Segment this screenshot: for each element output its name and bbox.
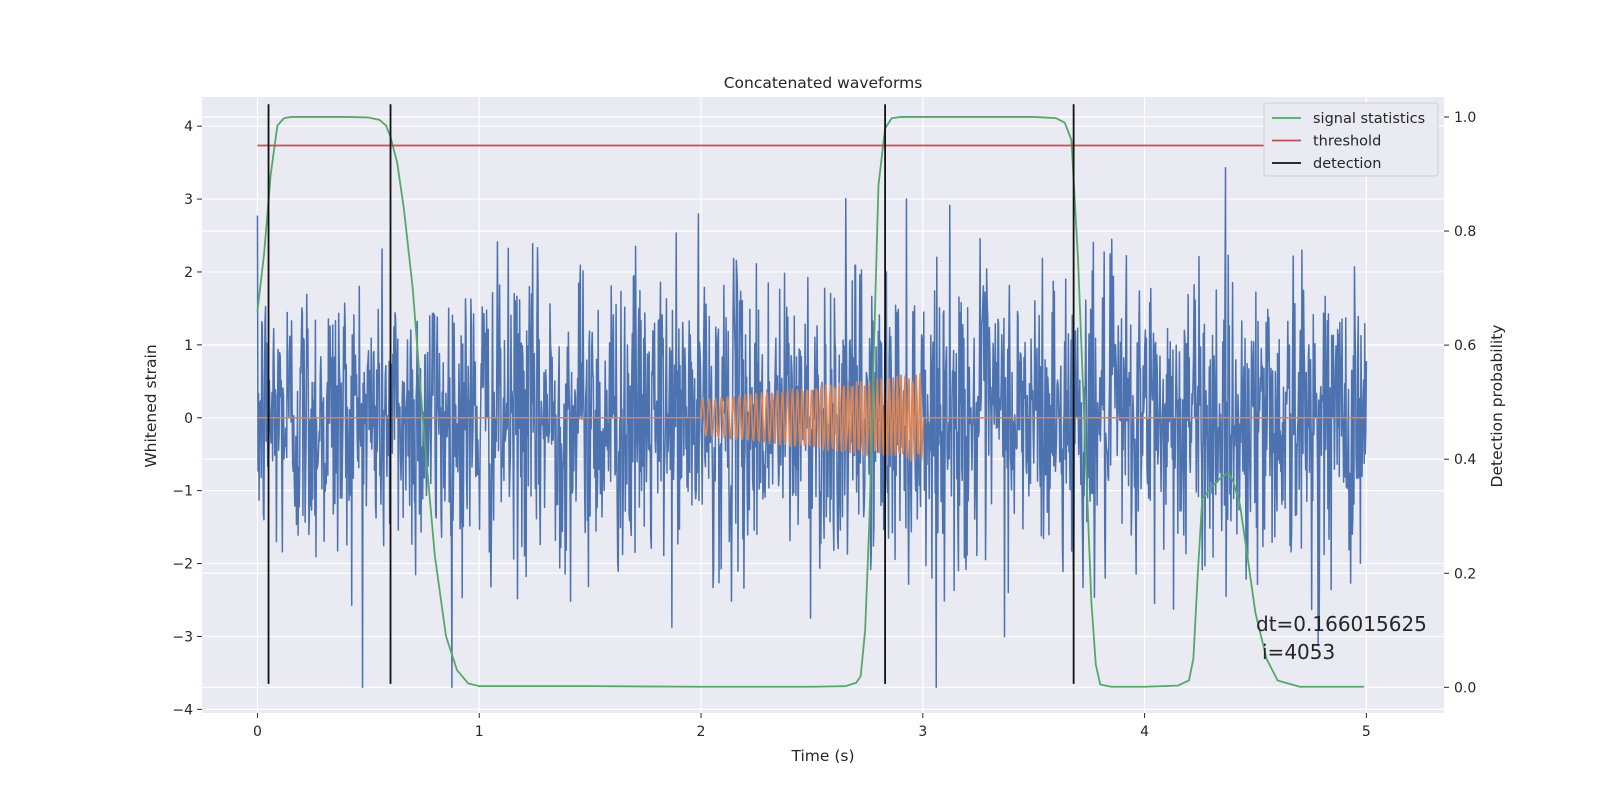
y2-tick-label-0: 0.0 xyxy=(1454,680,1476,696)
annotation-dt: dt=0.166015625 xyxy=(1256,612,1427,636)
annotation-i: i=4053 xyxy=(1262,640,1335,664)
grid xyxy=(202,97,1444,713)
legend-label-threshold: threshold xyxy=(1313,134,1381,150)
x-tick-label-0: 0 xyxy=(253,724,262,740)
y2-tick-label-2: 0.4 xyxy=(1454,452,1476,468)
legend-label-detection: detection xyxy=(1313,156,1381,172)
y2-tick-label-3: 0.6 xyxy=(1454,338,1476,354)
x-tick-label-1: 1 xyxy=(475,724,484,740)
x-tick-label-5: 5 xyxy=(1362,724,1371,740)
x-tick-label-2: 2 xyxy=(697,724,706,740)
plot-content xyxy=(256,104,1389,689)
y-axis-ticks: −4 −3 −2 −1 0 1 2 3 4 xyxy=(172,119,202,718)
y2-tick-label-1: 0.2 xyxy=(1454,566,1476,582)
y-tick-label-8: 4 xyxy=(184,119,193,135)
y2-axis-ticks: 0.0 0.2 0.4 0.6 0.8 1.0 xyxy=(1444,110,1476,696)
chart-title: Concatenated waveforms xyxy=(724,74,923,92)
x-tick-label-4: 4 xyxy=(1140,724,1149,740)
y-tick-label-7: 3 xyxy=(184,192,193,208)
y-tick-label-0: −4 xyxy=(172,702,193,718)
y2-tick-label-4: 0.8 xyxy=(1454,224,1476,240)
x-axis-label: Time (s) xyxy=(790,747,854,765)
y-axis-label: Whitened strain xyxy=(142,344,160,467)
legend-box xyxy=(1263,102,1439,177)
y-tick-label-4: 0 xyxy=(184,411,193,427)
y-tick-label-3: −1 xyxy=(172,484,193,500)
y-tick-label-2: −2 xyxy=(172,557,193,573)
legend: signal statistics threshold detection xyxy=(1263,102,1439,177)
series-whitened-strain-line xyxy=(256,166,1368,689)
y-tick-label-6: 2 xyxy=(184,265,193,281)
y2-axis-label: Detection probability xyxy=(1488,325,1506,488)
x-tick-label-3: 3 xyxy=(918,724,927,740)
x-axis-ticks: 0 1 2 3 4 5 xyxy=(253,713,1371,740)
y2-tick-label-5: 1.0 xyxy=(1454,110,1476,126)
legend-label-signal-statistics: signal statistics xyxy=(1313,111,1425,127)
y-tick-label-1: −3 xyxy=(172,629,193,645)
series-template-waveform-line xyxy=(257,373,1367,462)
y-tick-label-5: 1 xyxy=(184,338,193,354)
